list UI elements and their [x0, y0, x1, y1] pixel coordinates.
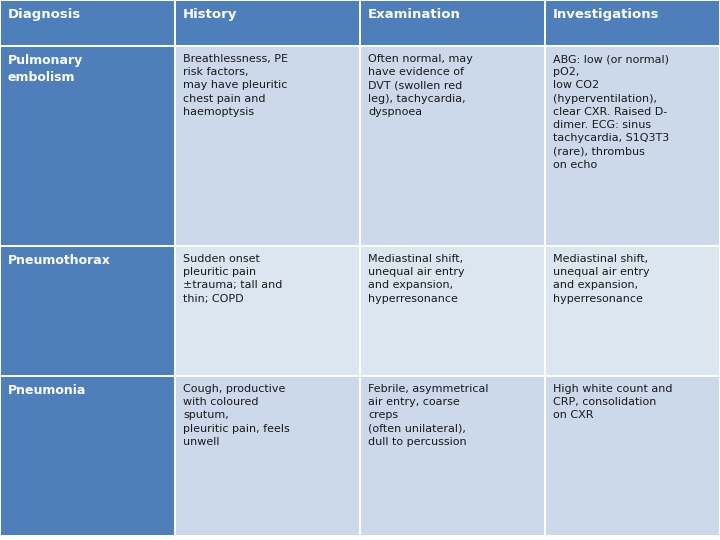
Bar [361, 1, 544, 45]
Bar [1, 47, 174, 245]
Bar [1, 377, 174, 535]
Bar [176, 247, 359, 375]
Text: Investigations: Investigations [553, 8, 660, 21]
Text: Sudden onset
pleuritic pain
±trauma; tall and
thin; COPD: Sudden onset pleuritic pain ±trauma; tal… [183, 254, 282, 303]
Bar [1, 247, 174, 375]
Text: High white count and
CRP, consolidation
on CXR: High white count and CRP, consolidation … [553, 384, 672, 421]
Bar [1, 1, 174, 45]
Text: Febrile, asymmetrical
air entry, coarse
creps
(often unilateral),
dull to percus: Febrile, asymmetrical air entry, coarse … [368, 384, 488, 447]
Bar [361, 247, 544, 375]
Text: Pneumonia: Pneumonia [8, 384, 86, 397]
Text: ABG: low (or normal)
pO2,
low CO2
(hyperventilation),
clear CXR. Raised D-
dimer: ABG: low (or normal) pO2, low CO2 (hyper… [553, 54, 670, 170]
Text: Pulmonary
embolism: Pulmonary embolism [8, 54, 84, 84]
Bar [361, 377, 544, 535]
Text: Pneumothorax: Pneumothorax [8, 254, 111, 267]
Bar [361, 47, 544, 245]
Bar [176, 47, 359, 245]
Text: Often normal, may
have evidence of
DVT (swollen red
leg), tachycardia,
dyspnoea: Often normal, may have evidence of DVT (… [368, 54, 473, 117]
Bar [176, 377, 359, 535]
Text: Mediastinal shift,
unequal air entry
and expansion,
hyperresonance: Mediastinal shift, unequal air entry and… [553, 254, 649, 303]
Text: Examination: Examination [368, 8, 461, 21]
Bar [546, 377, 719, 535]
Bar [176, 1, 359, 45]
Text: Diagnosis: Diagnosis [8, 8, 81, 21]
Bar [546, 1, 719, 45]
Bar [546, 247, 719, 375]
Text: Mediastinal shift,
unequal air entry
and expansion,
hyperresonance: Mediastinal shift, unequal air entry and… [368, 254, 464, 303]
Text: Breathlessness, PE
risk factors,
may have pleuritic
chest pain and
haemoptysis: Breathlessness, PE risk factors, may hav… [183, 54, 288, 117]
Bar [546, 47, 719, 245]
Text: Cough, productive
with coloured
sputum,
pleuritic pain, feels
unwell: Cough, productive with coloured sputum, … [183, 384, 289, 447]
Text: History: History [183, 8, 238, 21]
